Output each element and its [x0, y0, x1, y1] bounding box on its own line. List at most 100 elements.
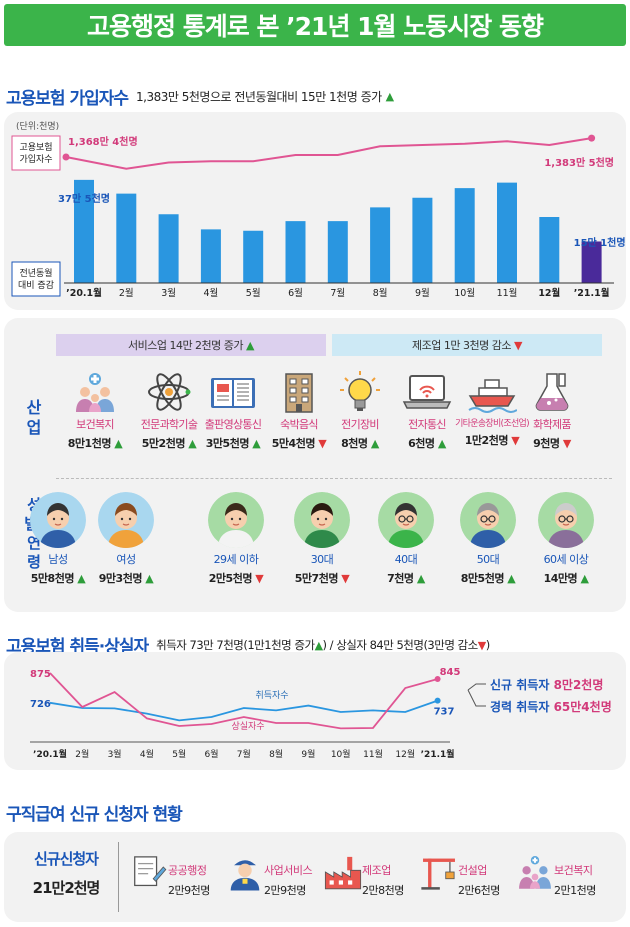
- page-title: 고용행정 통계로 본 ’21년 1월 노동시장 동향: [87, 12, 544, 41]
- demographic-value: 5만8천명 ▲: [30, 572, 86, 585]
- jobseeker-total-value: 21만2천명: [32, 879, 101, 897]
- jobseeker-item: 제조업 2만8천명: [362, 862, 452, 898]
- industry-name: 출판영상통신: [204, 418, 262, 431]
- industry-item: 화학제품 9천명 ▼: [509, 370, 595, 451]
- jobseeker-total: 신규신청자 21만2천명: [20, 848, 112, 898]
- industry-item: 전문과학기술 5만2천명 ▲: [126, 370, 212, 451]
- acquisition-subtitle: 취득자 73만 7천명(1만1천명 증가▲) / 상실자 84만 5천명(3만명…: [156, 637, 490, 652]
- jobseeker-panel: [4, 832, 626, 922]
- down-arrow-icon: ▼: [511, 434, 520, 447]
- up-arrow-icon: ▲: [580, 572, 589, 585]
- manufacturing-bar: 제조업 1만 3천명 감소 ▼: [332, 334, 602, 356]
- jobseeker-industry-value: 2만1천명: [554, 884, 596, 897]
- acquisition-header: 고용보험 취득·상실자 취득자 73만 7천명(1만1천명 증가▲) / 상실자…: [6, 632, 490, 657]
- industry-value: 8천명 ▲: [341, 437, 379, 450]
- family-icon: [519, 856, 551, 889]
- industry-name: 화학제품: [533, 418, 571, 431]
- insurance-panel: [4, 112, 626, 310]
- up-arrow-icon: ▲: [145, 572, 154, 585]
- up-arrow-icon: ▲: [77, 572, 86, 585]
- jobseeker-industry-name: 공공행정: [168, 864, 207, 877]
- insurance-subtitle: 1,383만 5천명으로 전년동월대비 15만 1천명 증가: [136, 90, 382, 104]
- book-icon: [211, 378, 255, 408]
- up-arrow-icon: ▲: [385, 90, 395, 103]
- industry-item: 숙박음식 5만4천명 ▼: [256, 370, 342, 451]
- jobseeker-item: 공공행정 2만9천명: [168, 862, 258, 898]
- up-arrow-icon: ▲: [314, 638, 323, 652]
- section-divider: [56, 478, 612, 479]
- industry-item: 기타운송장비(조선업) 1만2천명 ▼: [449, 370, 535, 448]
- flask-icon: [535, 373, 569, 411]
- jobseeker-total-label: 신규신청자: [33, 850, 99, 868]
- demographic-item: 남성 5만8천명 ▲: [18, 492, 98, 586]
- jobseeker-header: 구직급여 신규 신청자 현황: [6, 800, 183, 825]
- document-icon: [134, 856, 167, 887]
- avatar-icon: [460, 492, 516, 548]
- laptop-icon: [402, 375, 452, 409]
- ship-icon: [468, 379, 517, 413]
- jobseeker-item: 보건복지 2만1천명: [554, 862, 630, 898]
- avatar-icon: [294, 492, 350, 548]
- building-icon: [285, 373, 313, 413]
- demographic-value: 14만명 ▲: [543, 572, 589, 585]
- jobseeker-industry-value: 2만6천명: [458, 884, 500, 897]
- jobseeker-industry-name: 제조업: [362, 864, 391, 877]
- atom-icon: [148, 373, 191, 411]
- down-arrow-icon: ▼: [562, 437, 571, 450]
- industry-item: 보건복지 8만1천명 ▲: [52, 370, 138, 451]
- industry-value: 9천명 ▼: [533, 437, 571, 450]
- industry-item: 전기장비 8천명 ▲: [317, 370, 403, 451]
- jobseeker-industry-value: 2만9천명: [264, 884, 306, 897]
- industry-name: 전문과학기술: [140, 418, 198, 431]
- avatar-icon: [378, 492, 434, 548]
- demographic-value: 5만7천명 ▼: [294, 572, 350, 585]
- jobseeker-industry-name: 사업서비스: [264, 864, 313, 877]
- industry-item: 출판영상통신 3만5천명 ▲: [190, 370, 276, 451]
- up-arrow-icon: ▲: [507, 572, 516, 585]
- guard-icon: [230, 860, 260, 891]
- industry-value: 5만4천명 ▼: [271, 437, 327, 450]
- demographic-item: 50대 8만5천명 ▲: [448, 492, 528, 586]
- industry-name: 기타운송장비(조선업): [455, 419, 530, 429]
- demographic-value: 2만5천명 ▼: [208, 572, 264, 585]
- avatar-icon: [538, 492, 594, 548]
- up-arrow-icon: ▲: [252, 437, 261, 450]
- demographic-item: 60세 이상 14만명 ▲: [526, 492, 606, 586]
- demographic-value: 7천명 ▲: [387, 572, 425, 585]
- avatar-icon: [208, 492, 264, 548]
- demographic-item: 여성 9만3천명 ▲: [86, 492, 166, 586]
- demographic-name: 30대: [310, 553, 334, 566]
- up-arrow-icon: ▲: [416, 572, 425, 585]
- down-arrow-icon: ▼: [477, 638, 486, 652]
- crane-icon: [421, 858, 455, 890]
- demographic-value: 9만3천명 ▲: [98, 572, 154, 585]
- manufacturing-label: 제조업 1만 3천명 감소: [412, 339, 511, 352]
- industry-name: 전기장비: [341, 418, 379, 431]
- health-icon: [76, 373, 114, 412]
- demographic-name: 50대: [476, 553, 500, 566]
- down-arrow-icon: ▼: [341, 572, 350, 585]
- industry-value: 3만5천명 ▲: [205, 437, 261, 450]
- service-label: 서비스업 14만 2천명 증가: [127, 339, 244, 352]
- demographic-value: 8만5천명 ▲: [460, 572, 516, 585]
- up-arrow-icon: ▲: [437, 437, 446, 450]
- down-arrow-icon: ▼: [255, 572, 264, 585]
- demographic-name: 여성: [116, 553, 136, 566]
- industry-value: 8만1천명 ▲: [67, 437, 123, 450]
- up-arrow-icon: ▲: [114, 437, 123, 450]
- jobseeker-title: 구직급여 신규 신청자 현황: [6, 805, 183, 825]
- industry-value: 1만2천명 ▼: [464, 434, 520, 447]
- down-arrow-icon: ▼: [318, 437, 327, 450]
- insurance-header: 고용보험 가입자수 1,383만 5천명으로 전년동월대비 15만 1천명 증가…: [6, 84, 394, 109]
- jobseeker-industry-value: 2만9천명: [168, 884, 210, 897]
- jobseeker-divider: [118, 842, 119, 912]
- up-arrow-icon: ▲: [370, 437, 379, 450]
- avatar-icon: [30, 492, 86, 548]
- factory-icon: [324, 856, 362, 890]
- industry-name: 보건복지: [76, 418, 114, 431]
- jobseeker-item: 사업서비스 2만9천명: [264, 862, 354, 898]
- demographic-name: 40대: [394, 553, 418, 566]
- avatar-icon: [98, 492, 154, 548]
- industry-value: 5만2천명 ▲: [141, 437, 197, 450]
- bulb-icon: [340, 371, 380, 411]
